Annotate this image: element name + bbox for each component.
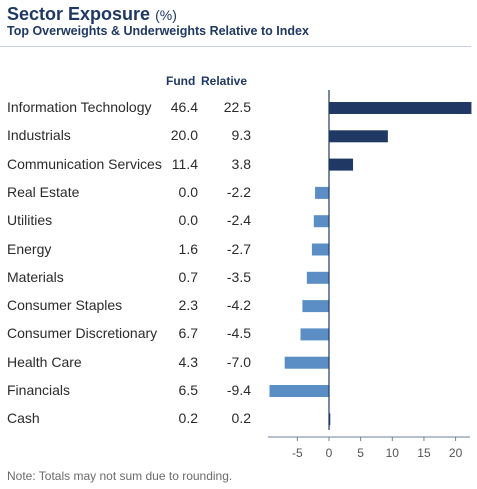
relative-value: 0.2 (231, 410, 251, 427)
fund-value: 6.7 (178, 325, 198, 342)
bar (306, 271, 329, 284)
chart-title: Sector Exposure (%) (7, 4, 177, 25)
column-header-relative: Relative (201, 74, 248, 88)
title-divider (0, 46, 471, 47)
relative-value: -7.0 (226, 353, 251, 370)
sector-label: Real Estate (7, 183, 80, 200)
fund-value: 0.2 (178, 410, 198, 427)
relative-value: -3.5 (226, 268, 251, 285)
sector-label: Consumer Discretionary (7, 325, 158, 342)
sector-label: Materials (7, 268, 64, 285)
sector-label: Health Care (7, 353, 82, 370)
relative-value: -2.4 (226, 212, 251, 229)
fund-value: 46.4 (170, 99, 198, 115)
fund-value: 20.0 (170, 127, 198, 144)
chart-subtitle: Top Overweights & Underweights Relative … (7, 24, 309, 38)
sector-label: Cash (7, 410, 40, 427)
x-tick-label: -5 (292, 446, 303, 460)
x-tick-label: 20 (449, 446, 463, 460)
bar (284, 356, 329, 369)
sector-label: Utilities (7, 212, 53, 229)
bar (300, 328, 329, 341)
sector-label: Financials (7, 382, 71, 398)
relative-value: -9.4 (226, 382, 251, 398)
column-header-fund: Fund (166, 74, 196, 88)
relative-value: 9.3 (231, 127, 251, 144)
bar (329, 102, 472, 114)
x-tick-label: 0 (326, 446, 333, 460)
relative-value: -4.5 (226, 325, 251, 342)
chart-title-text: Sector Exposure (7, 4, 151, 24)
fund-value: 6.5 (178, 382, 198, 398)
bar (311, 243, 329, 256)
x-tick-label: 15 (417, 446, 431, 460)
fund-value: 0.0 (178, 183, 198, 200)
x-tick-label: 10 (386, 446, 400, 460)
relative-value: -2.2 (226, 183, 251, 200)
fund-value: 4.3 (178, 353, 198, 370)
fund-value: 0.7 (178, 268, 198, 285)
bar (269, 385, 329, 397)
bar (302, 300, 329, 313)
bar (329, 413, 331, 426)
relative-value: -2.7 (226, 240, 251, 257)
sector-label: Information Technology (7, 99, 152, 115)
chart-title-unit: (%) (155, 7, 177, 23)
bar (315, 186, 329, 199)
fund-value: 2.3 (178, 297, 198, 314)
footnote: Note: Totals may not sum due to rounding… (7, 469, 233, 483)
x-tick-label: 5 (357, 446, 364, 460)
sector-label: Communication Services (7, 155, 162, 172)
bar (329, 158, 354, 171)
relative-value: 22.5 (223, 99, 251, 115)
fund-value: 11.4 (171, 155, 198, 172)
fund-value: 0.0 (178, 212, 198, 229)
bar (329, 130, 388, 143)
relative-value: 3.8 (231, 155, 251, 172)
sector-label: Energy (7, 240, 52, 257)
bar (313, 215, 329, 228)
sector-label: Industrials (7, 127, 71, 144)
relative-value: -4.2 (226, 297, 251, 314)
sector-label: Consumer Staples (7, 297, 123, 314)
fund-value: 1.6 (178, 240, 198, 257)
